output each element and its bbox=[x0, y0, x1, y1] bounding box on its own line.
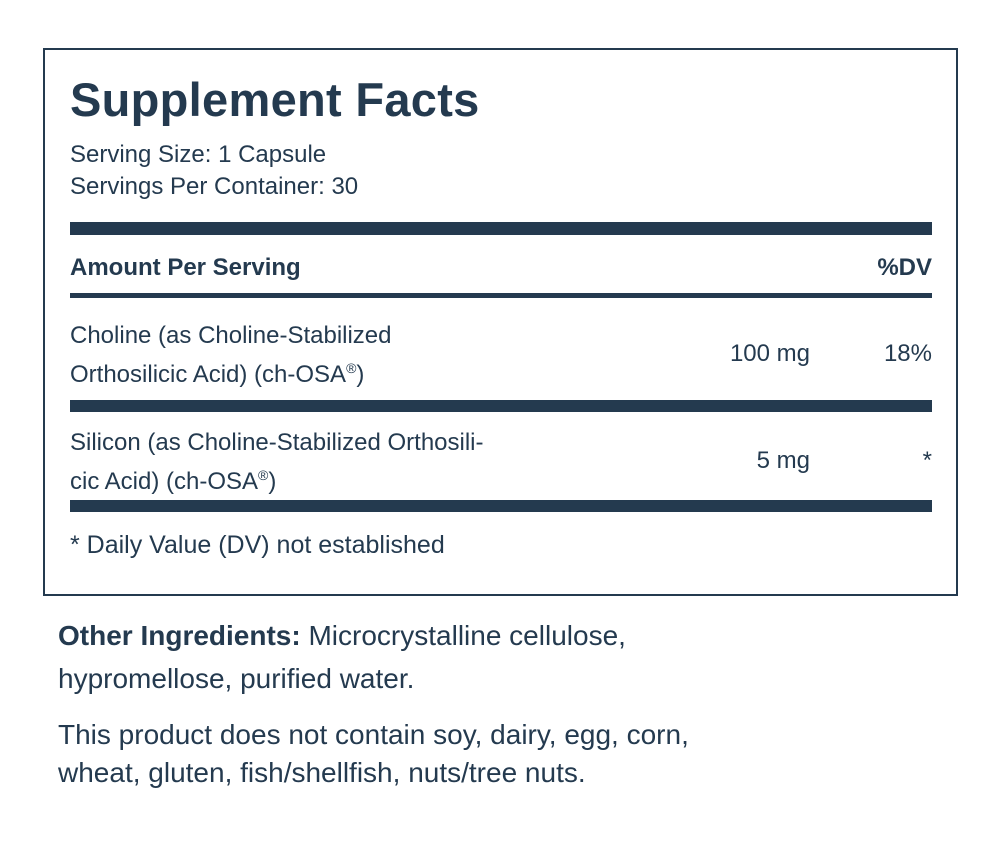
allergen-line1: This product does not contain soy, dairy… bbox=[58, 719, 689, 750]
ingredient-name-line2: cic Acid) (ch-OSA®) bbox=[70, 467, 277, 495]
other-ingredients-text: Microcrystalline cellulose, bbox=[300, 620, 626, 651]
other-ingredients-label: Other Ingredients: bbox=[58, 620, 301, 651]
serving-size: Serving Size: 1 Capsule bbox=[70, 141, 327, 168]
footnote: * Daily Value (DV) not established bbox=[70, 531, 445, 559]
ingredient-amount: 5 mg bbox=[756, 447, 810, 474]
ingredient-name-line2: Orthosilicic Acid) (ch-OSA®) bbox=[70, 360, 365, 388]
ingredient-name-line1: Choline (as Choline-Stabilized bbox=[70, 322, 392, 349]
other-ingredients-line2: hypromellose, purified water. bbox=[58, 663, 415, 694]
thick-divider bbox=[70, 222, 932, 235]
panel-title: Supplement Facts bbox=[70, 73, 480, 126]
ingredient-dv: 18% bbox=[883, 340, 932, 367]
ingredient-amount: 100 mg bbox=[729, 340, 810, 367]
servings-per-container: Servings Per Container: 30 bbox=[70, 173, 359, 200]
other-ingredients: Other Ingredients: Microcrystalline cell… bbox=[58, 615, 626, 657]
supplement-facts-panel bbox=[43, 48, 958, 596]
thick-divider bbox=[70, 500, 932, 512]
ingredient-name-line1: Silicon (as Choline-Stabilized Orthosili… bbox=[70, 429, 484, 456]
allergen-line2: wheat, gluten, fish/shellfish, nuts/tree… bbox=[58, 757, 586, 788]
thick-divider bbox=[70, 400, 932, 412]
ingredient-dv: * bbox=[922, 447, 932, 474]
dv-header: %DV bbox=[877, 254, 932, 281]
amount-per-serving-header: Amount Per Serving bbox=[70, 254, 301, 281]
thin-divider bbox=[70, 293, 932, 298]
